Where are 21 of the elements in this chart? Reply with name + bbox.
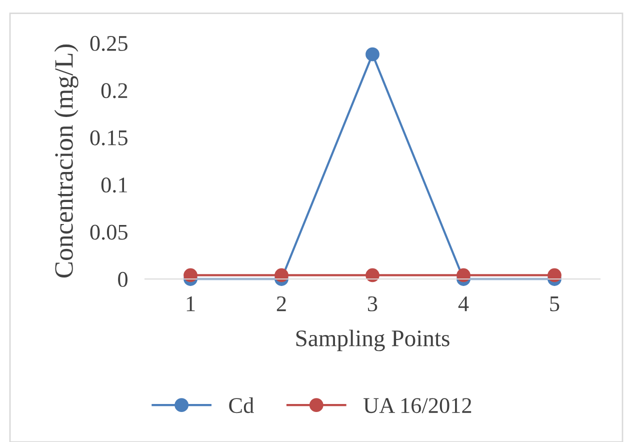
x-tick-label: 4 (458, 296, 469, 312)
point (366, 268, 380, 282)
point (366, 47, 380, 62)
x-tick-label: 2 (276, 296, 286, 312)
legend-label: Cd (229, 397, 254, 414)
x-axis-title: Sampling Points (296, 330, 450, 352)
point (548, 268, 562, 282)
y-tick-label: 0.05 (90, 224, 128, 240)
x-tick-label: 3 (368, 296, 378, 312)
y-tick-label: 0.15 (90, 130, 128, 146)
x-tick-label: 1 (186, 296, 195, 312)
y-axis-title: Concentracion (mg/L) (54, 44, 78, 278)
y-tick-label: 0.25 (90, 36, 128, 52)
point (184, 268, 198, 282)
y-tick-label: 0 (118, 272, 128, 287)
y-tick-label: 0.2 (101, 83, 128, 98)
point (274, 268, 288, 282)
y-tick-label: 0.1 (101, 178, 127, 193)
point (456, 268, 470, 282)
x-tick-label: 5 (550, 296, 560, 312)
legend-label: UA 16/2012 (364, 398, 472, 414)
